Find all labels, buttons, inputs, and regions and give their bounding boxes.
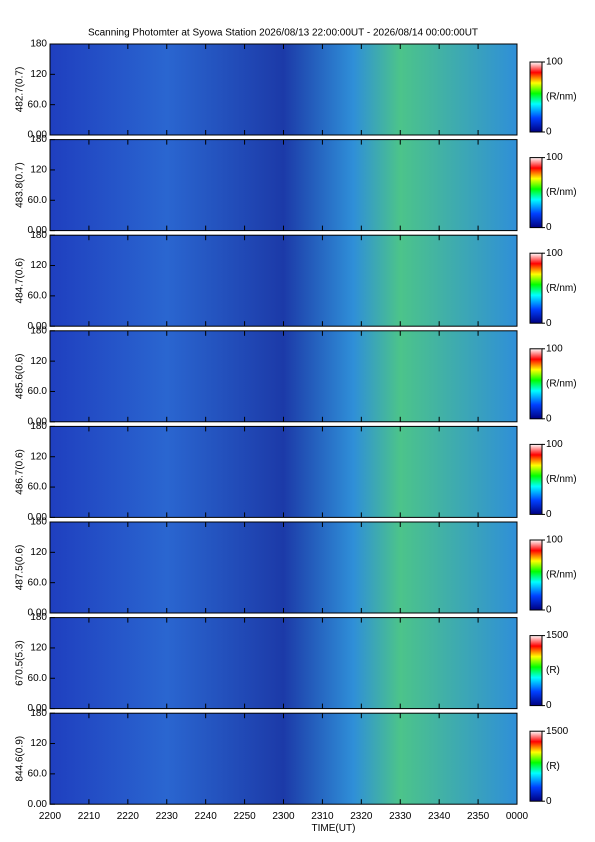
colorbar bbox=[529, 539, 543, 611]
y-tick-label: 120 bbox=[30, 451, 47, 462]
x-tick-label: 0000 bbox=[506, 811, 529, 822]
y-tick-label: 0.00 bbox=[28, 321, 48, 332]
colorbar-label: (R/nm) bbox=[546, 474, 577, 485]
y-tick-label: 60.0 bbox=[28, 386, 48, 397]
y-tick-label: 0.00 bbox=[28, 225, 48, 236]
y-tick-label: 60.0 bbox=[28, 577, 48, 588]
y-tick-label: 180 bbox=[30, 517, 47, 528]
y-tick-label: 0.00 bbox=[28, 130, 48, 141]
heatmap-panel bbox=[49, 425, 518, 518]
x-tick-label: 2230 bbox=[156, 811, 179, 822]
colorbar-tick-label: 0 bbox=[546, 222, 552, 233]
y-tick-label: 120 bbox=[30, 547, 47, 558]
y-tick-label: 180 bbox=[30, 230, 47, 241]
x-tick-label: 2210 bbox=[78, 811, 101, 822]
x-tick-label: 2200 bbox=[39, 811, 62, 822]
x-axis-label: TIME(UT) bbox=[312, 823, 356, 834]
colorbar-label: (R/nm) bbox=[546, 283, 577, 294]
colorbar bbox=[529, 157, 543, 229]
colorbar-tick-label: 100 bbox=[546, 535, 563, 546]
y-tick-label: 120 bbox=[30, 260, 47, 271]
y-axis-label: 844.6(0.9) bbox=[15, 736, 26, 782]
heatmap-panel bbox=[49, 617, 518, 710]
y-tick-label: 0.00 bbox=[28, 512, 48, 523]
y-tick-label: 0.00 bbox=[28, 703, 48, 714]
y-tick-label: 120 bbox=[30, 356, 47, 367]
y-tick-label: 120 bbox=[30, 643, 47, 654]
x-tick-label: 2240 bbox=[195, 811, 218, 822]
y-tick-label: 120 bbox=[30, 165, 47, 176]
colorbar-label: (R/nm) bbox=[546, 187, 577, 198]
colorbar-label: (R) bbox=[546, 761, 560, 772]
y-axis-label: 670.5(5.3) bbox=[15, 640, 26, 686]
y-axis-label: 487.5(0.6) bbox=[15, 545, 26, 591]
x-tick-label: 2330 bbox=[389, 811, 412, 822]
colorbar-label: (R/nm) bbox=[546, 378, 577, 389]
y-tick-label: 60.0 bbox=[28, 482, 48, 493]
colorbar-tick-label: 1500 bbox=[546, 726, 569, 737]
x-tick-label: 2340 bbox=[428, 811, 451, 822]
y-tick-label: 180 bbox=[30, 612, 47, 623]
colorbar-label: (R) bbox=[546, 665, 560, 676]
y-tick-label: 0.00 bbox=[28, 799, 48, 810]
x-tick-label: 2300 bbox=[272, 811, 295, 822]
y-tick-label: 60.0 bbox=[28, 291, 48, 302]
y-axis-label: 484.7(0.6) bbox=[15, 258, 26, 304]
colorbar-label: (R/nm) bbox=[546, 570, 577, 581]
colorbar-tick-label: 0 bbox=[546, 413, 552, 424]
colorbar-tick-label: 0 bbox=[546, 605, 552, 616]
y-tick-label: 120 bbox=[30, 738, 47, 749]
y-tick-label: 0.00 bbox=[28, 608, 48, 619]
colorbar-tick-label: 0 bbox=[546, 127, 552, 138]
heatmap-panel bbox=[49, 521, 518, 614]
colorbar-label: (R/nm) bbox=[546, 92, 577, 103]
heatmap-panel bbox=[49, 139, 518, 232]
chart-title: Scanning Photomter at Syowa Station 2026… bbox=[88, 28, 478, 39]
colorbar-tick-label: 100 bbox=[546, 343, 563, 354]
heatmap-panel bbox=[49, 234, 518, 327]
heatmap-panel bbox=[49, 43, 518, 136]
y-tick-label: 180 bbox=[30, 421, 47, 432]
y-tick-label: 60.0 bbox=[28, 99, 48, 110]
y-tick-label: 180 bbox=[30, 39, 47, 50]
x-tick-label: 2220 bbox=[117, 811, 140, 822]
colorbar-tick-label: 0 bbox=[546, 796, 552, 807]
colorbar bbox=[529, 348, 543, 420]
colorbar-tick-label: 100 bbox=[546, 57, 563, 68]
colorbar bbox=[529, 61, 543, 133]
x-tick-label: 2310 bbox=[311, 811, 334, 822]
colorbar bbox=[529, 252, 543, 324]
y-axis-label: 485.6(0.6) bbox=[15, 354, 26, 400]
colorbar-tick-label: 100 bbox=[546, 248, 563, 259]
colorbar-tick-label: 0 bbox=[546, 509, 552, 520]
heatmap-panel bbox=[49, 330, 518, 423]
y-tick-label: 0.00 bbox=[28, 416, 48, 427]
y-axis-label: 486.7(0.6) bbox=[15, 449, 26, 495]
colorbar-tick-label: 0 bbox=[546, 700, 552, 711]
y-tick-label: 60.0 bbox=[28, 769, 48, 780]
y-axis-label: 482.7(0.7) bbox=[15, 67, 26, 113]
colorbar bbox=[529, 635, 543, 707]
colorbar bbox=[529, 443, 543, 515]
y-tick-label: 120 bbox=[30, 69, 47, 80]
colorbar bbox=[529, 730, 543, 802]
colorbar-tick-label: 100 bbox=[546, 152, 563, 163]
x-tick-label: 2320 bbox=[350, 811, 373, 822]
x-tick-label: 2250 bbox=[233, 811, 256, 822]
y-tick-label: 60.0 bbox=[28, 195, 48, 206]
y-axis-label: 483.8(0.7) bbox=[15, 162, 26, 208]
x-tick-label: 2350 bbox=[467, 811, 490, 822]
colorbar-tick-label: 1500 bbox=[546, 630, 569, 641]
heatmap-panel bbox=[49, 712, 518, 805]
y-tick-label: 180 bbox=[30, 134, 47, 145]
y-tick-label: 60.0 bbox=[28, 673, 48, 684]
y-tick-label: 180 bbox=[30, 325, 47, 336]
colorbar-tick-label: 100 bbox=[546, 439, 563, 450]
y-tick-label: 180 bbox=[30, 708, 47, 719]
colorbar-tick-label: 0 bbox=[546, 318, 552, 329]
